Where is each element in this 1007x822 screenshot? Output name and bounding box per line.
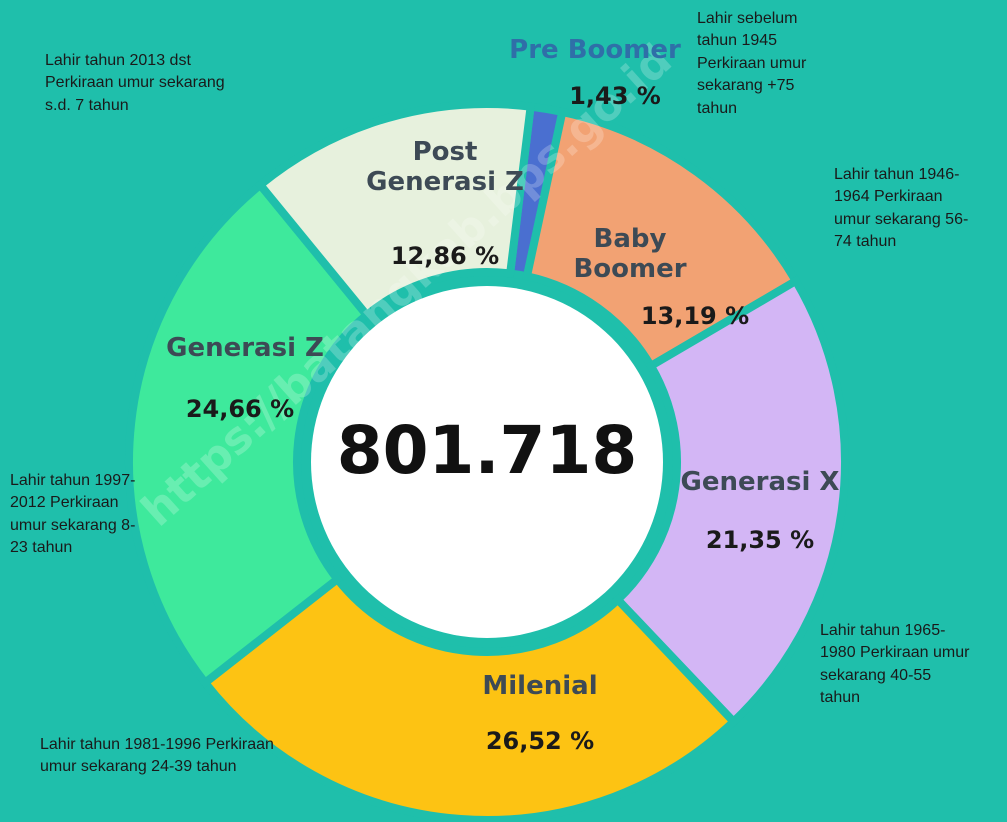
description: Lahir tahun 2013 dst Perkiraan umur seka…	[45, 50, 245, 117]
description: Lahir tahun 1946-1964 Perkiraan umur sek…	[834, 164, 974, 254]
segment-label: Generasi Z	[150, 334, 340, 364]
segment-label: Generasi X	[670, 468, 850, 498]
segment-label: Baby Boomer	[560, 225, 700, 285]
value-label: 26,52 %	[450, 727, 630, 755]
description: Lahir tahun 1965-1980 Perkiraan umur sek…	[820, 620, 970, 710]
description: Lahir sebelum tahun 1945 Perkiraan umur …	[697, 8, 822, 120]
segment-label: Milenial	[440, 672, 640, 702]
description: Lahir tahun 1997-2012 Perkiraan umur sek…	[10, 470, 150, 560]
value-label: 24,66 %	[160, 395, 320, 423]
value-label: 13,19 %	[620, 302, 770, 330]
segment-label: Post Generasi Z	[345, 138, 545, 198]
value-label: 12,86 %	[360, 242, 530, 270]
value-label: 1,43 %	[550, 82, 680, 110]
center-total: 801.718	[327, 412, 647, 489]
description: Lahir tahun 1981-1996 Perkiraan umur sek…	[40, 734, 280, 779]
segment-label: Pre Boomer	[500, 36, 690, 66]
value-label: 21,35 %	[680, 526, 840, 554]
infographic: 801.718 https://batangkab.bps.go.id Pre …	[0, 0, 1007, 822]
